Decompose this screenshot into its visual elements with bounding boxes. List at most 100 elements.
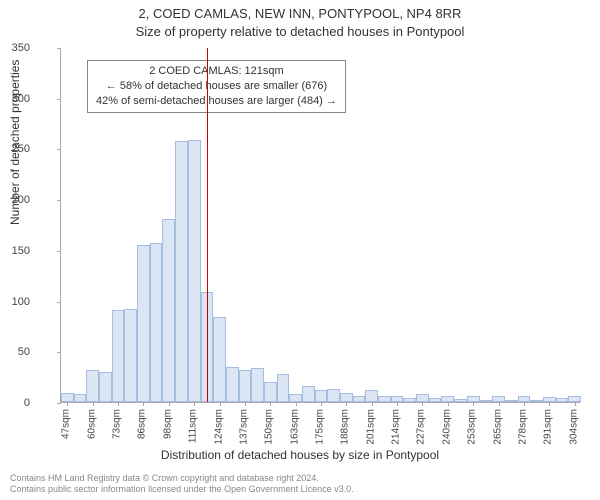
x-tick-mark	[143, 402, 144, 406]
histogram-bar	[188, 140, 201, 402]
histogram-bar	[112, 310, 125, 402]
x-tick-label: 214sqm	[391, 409, 402, 445]
histogram-bar	[403, 398, 416, 402]
y-tick-label: 200	[0, 194, 30, 206]
y-tick-mark	[57, 251, 61, 252]
x-tick-label: 304sqm	[568, 409, 579, 445]
x-tick-mark	[397, 402, 398, 406]
x-tick-label: 98sqm	[162, 409, 173, 439]
y-tick-label: 350	[0, 42, 30, 54]
x-tick-label: 73sqm	[112, 409, 123, 439]
histogram-bar	[556, 398, 569, 402]
x-tick-mark	[245, 402, 246, 406]
x-tick-label: 265sqm	[492, 409, 503, 445]
histogram-bar	[86, 370, 99, 402]
footer-line2: Contains public sector information licen…	[10, 484, 354, 496]
histogram-bar	[99, 372, 112, 402]
x-tick-mark	[118, 402, 119, 406]
histogram-bar	[289, 394, 302, 402]
histogram-bar	[378, 396, 391, 402]
x-tick-label: 291sqm	[543, 409, 554, 445]
y-tick-label: 300	[0, 93, 30, 105]
x-tick-mark	[321, 402, 322, 406]
chart-title-line1: 2, COED CAMLAS, NEW INN, PONTYPOOL, NP4 …	[0, 6, 600, 21]
histogram-bar	[302, 386, 315, 402]
x-tick-label: 227sqm	[416, 409, 427, 445]
histogram-bar	[137, 245, 150, 402]
histogram-bar	[480, 400, 493, 402]
x-tick-label: 163sqm	[289, 409, 300, 445]
histogram-bar	[340, 393, 353, 402]
x-tick-label: 137sqm	[238, 409, 249, 445]
y-tick-label: 0	[0, 397, 30, 409]
y-tick-mark	[57, 48, 61, 49]
x-tick-label: 188sqm	[340, 409, 351, 445]
histogram-bar	[74, 394, 87, 402]
y-tick-label: 100	[0, 296, 30, 308]
histogram-bar	[365, 390, 378, 402]
y-tick-mark	[57, 352, 61, 353]
x-tick-mark	[296, 402, 297, 406]
chart-footer: Contains HM Land Registry data © Crown c…	[10, 473, 354, 496]
y-tick-label: 150	[0, 245, 30, 257]
x-tick-mark	[169, 402, 170, 406]
histogram-bar	[175, 141, 188, 402]
histogram-bar	[150, 243, 163, 402]
x-tick-label: 175sqm	[315, 409, 326, 445]
y-tick-label: 250	[0, 143, 30, 155]
marker-line	[207, 48, 208, 402]
chart-title-line2: Size of property relative to detached ho…	[0, 24, 600, 39]
x-tick-label: 278sqm	[517, 409, 528, 445]
x-tick-mark	[575, 402, 576, 406]
x-tick-mark	[93, 402, 94, 406]
annotation-line3: 42% of semi-detached houses are larger (…	[96, 94, 337, 109]
histogram-bar	[416, 394, 429, 402]
histogram-bar	[124, 309, 137, 402]
x-tick-label: 47sqm	[61, 409, 72, 439]
x-tick-label: 111sqm	[188, 409, 199, 443]
x-tick-mark	[499, 402, 500, 406]
histogram-bar	[429, 398, 442, 402]
y-tick-mark	[57, 99, 61, 100]
x-tick-mark	[422, 402, 423, 406]
histogram-bar	[315, 390, 328, 402]
histogram-bar	[277, 374, 290, 402]
x-tick-mark	[67, 402, 68, 406]
histogram-plot: 2 COED CAMLAS: 121sqm ← 58% of detached …	[60, 48, 580, 403]
annotation-line1: 2 COED CAMLAS: 121sqm	[96, 64, 337, 79]
x-tick-label: 240sqm	[441, 409, 452, 445]
x-tick-mark	[448, 402, 449, 406]
x-tick-mark	[524, 402, 525, 406]
histogram-bar	[61, 393, 74, 402]
x-tick-mark	[270, 402, 271, 406]
histogram-bar	[251, 368, 264, 402]
histogram-bar	[353, 396, 366, 402]
histogram-bar	[213, 317, 226, 402]
histogram-bar	[454, 399, 467, 402]
histogram-bar	[530, 400, 543, 402]
x-tick-mark	[549, 402, 550, 406]
x-tick-mark	[194, 402, 195, 406]
x-tick-mark	[473, 402, 474, 406]
y-tick-mark	[57, 302, 61, 303]
y-tick-mark	[57, 200, 61, 201]
x-tick-label: 86sqm	[137, 409, 148, 439]
x-tick-mark	[346, 402, 347, 406]
histogram-bar	[505, 400, 518, 402]
x-tick-label: 253sqm	[467, 409, 478, 445]
y-tick-mark	[57, 149, 61, 150]
histogram-bar	[327, 389, 340, 402]
x-tick-label: 201sqm	[365, 409, 376, 445]
y-tick-label: 50	[0, 346, 30, 358]
x-axis-label: Distribution of detached houses by size …	[0, 448, 600, 462]
annotation-line2: ← 58% of detached houses are smaller (67…	[96, 79, 337, 94]
histogram-bar	[239, 370, 252, 402]
x-tick-mark	[372, 402, 373, 406]
histogram-bar	[162, 219, 175, 402]
x-tick-mark	[220, 402, 221, 406]
footer-line1: Contains HM Land Registry data © Crown c…	[10, 473, 354, 485]
histogram-bar	[264, 382, 277, 402]
x-tick-label: 60sqm	[86, 409, 97, 439]
histogram-bar	[226, 367, 239, 403]
x-tick-label: 150sqm	[264, 409, 275, 445]
